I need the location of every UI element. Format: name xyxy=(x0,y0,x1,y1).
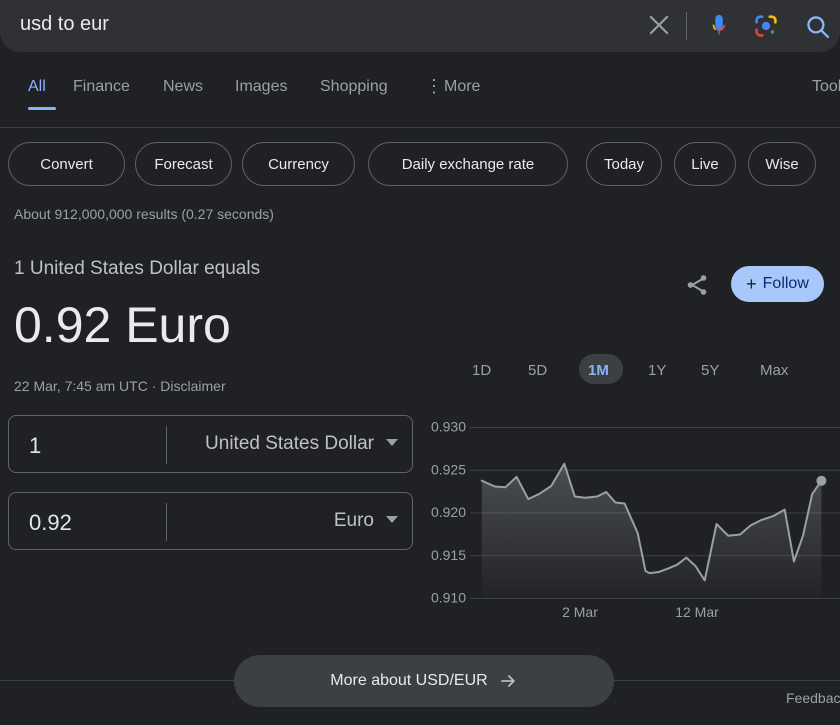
svg-text:12 Mar: 12 Mar xyxy=(675,604,719,620)
svg-text:0.915: 0.915 xyxy=(431,547,466,563)
svg-text:0.925: 0.925 xyxy=(431,461,466,477)
svg-text:0.920: 0.920 xyxy=(431,504,466,520)
svg-text:2 Mar: 2 Mar xyxy=(562,604,598,620)
svg-text:0.910: 0.910 xyxy=(431,590,466,606)
svg-text:0.930: 0.930 xyxy=(431,419,466,435)
